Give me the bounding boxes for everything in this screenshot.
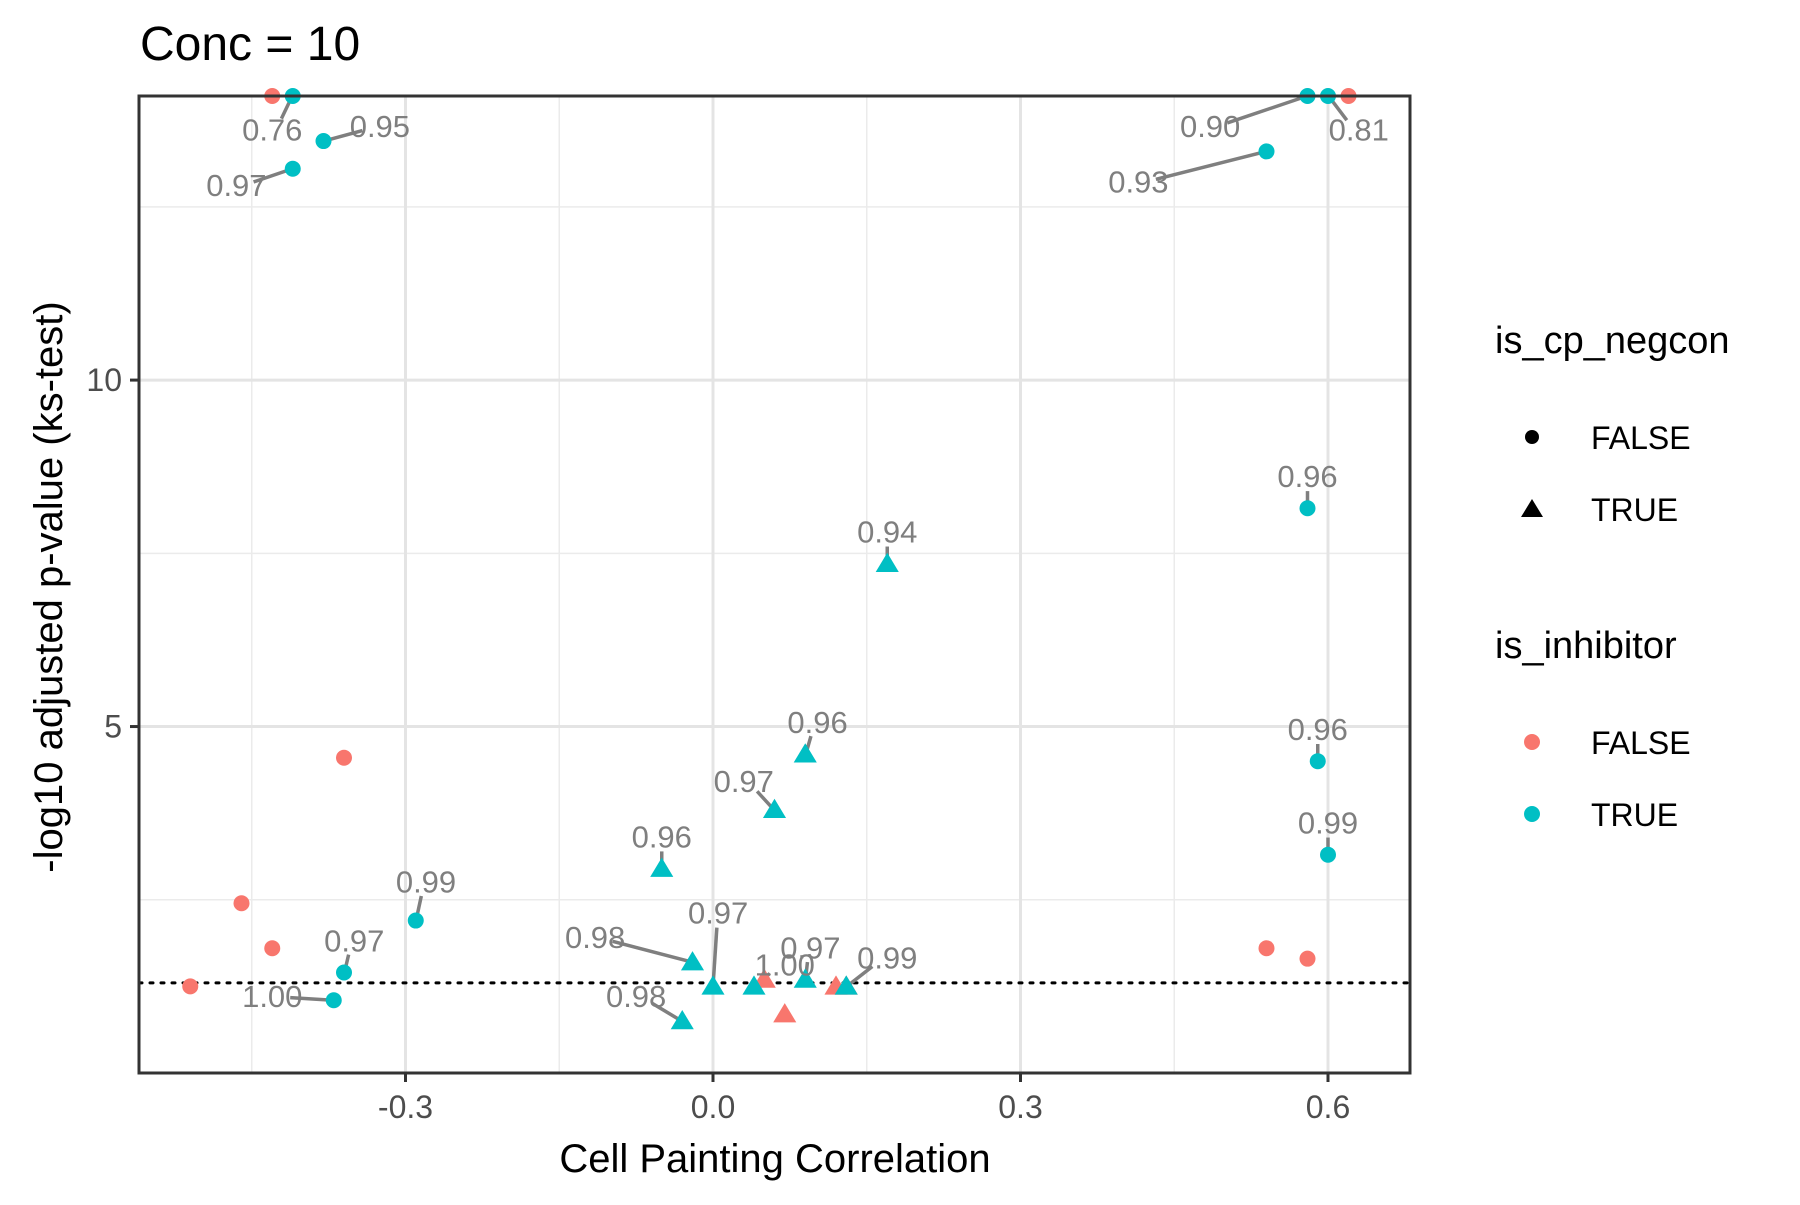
label-leader-line — [415, 895, 424, 917]
label-leader-line — [651, 1001, 679, 1021]
triangle-point — [793, 743, 817, 763]
point-label: 0.94 — [857, 515, 917, 550]
point-label: 0.76 — [242, 113, 302, 148]
circle-point — [1299, 500, 1316, 517]
label-leader-line — [755, 790, 773, 808]
circle-point — [1309, 753, 1326, 770]
point-label: 0.90 — [1180, 109, 1240, 144]
point-label: 0.96 — [1277, 459, 1337, 494]
triangle-point — [834, 975, 858, 995]
panel-background — [139, 96, 1410, 1073]
legend-key-circle — [1525, 430, 1539, 444]
point-label: 1.00 — [755, 948, 815, 983]
point-label: 0.97 — [714, 764, 774, 799]
point-label: 0.98 — [606, 979, 666, 1014]
circle-point — [336, 749, 352, 766]
point-labels: 0.76 0.95 0.97 0.90 0.81 0.93 0.96 0.94 0.96 0.96… — [206, 109, 1389, 1014]
circle-point — [325, 992, 342, 1009]
legend-entry-label: TRUE — [1591, 492, 1678, 528]
circle-point — [1299, 950, 1316, 967]
point-label: 0.95 — [350, 109, 410, 144]
point-label: 0.97 — [780, 930, 840, 965]
triangle-point — [742, 975, 766, 995]
triangle-point — [875, 552, 899, 572]
point-label: 0.93 — [1108, 165, 1168, 200]
y-tick-label: 10 — [86, 362, 122, 398]
point-label: 0.96 — [632, 819, 692, 854]
point-label: 0.96 — [1288, 712, 1348, 747]
triangle-point — [762, 798, 787, 818]
panel-border — [137, 94, 1412, 1075]
point-label: 0.96 — [787, 705, 847, 740]
circle-point — [1320, 846, 1336, 863]
point-label: 0.99 — [1298, 806, 1358, 841]
label-leader-line — [711, 927, 719, 982]
x-tick-label: -0.3 — [378, 1089, 433, 1125]
point-label: 0.99 — [857, 941, 917, 976]
circle-point — [284, 160, 301, 177]
x-axis-title: Cell Painting Correlation — [559, 1137, 990, 1181]
legend-key-color — [1524, 734, 1540, 750]
x-tick-label: 0.0 — [691, 1089, 735, 1125]
circle-point — [264, 940, 281, 957]
point-label: 0.97 — [206, 168, 266, 203]
label-leader-line — [805, 735, 813, 751]
triangle-point — [793, 968, 817, 988]
label-leader-line — [1226, 95, 1304, 125]
y-axis: 5 10 — [86, 362, 139, 745]
legend-entry-label: FALSE — [1591, 725, 1691, 761]
point-label: 0.97 — [324, 923, 384, 958]
x-tick-label: 0.6 — [1306, 1089, 1350, 1125]
grid-lines — [139, 96, 1410, 1073]
point-label: 0.81 — [1329, 113, 1389, 148]
triangle-point — [650, 857, 674, 877]
label-leader-line — [290, 995, 329, 1002]
label-leader-line — [1155, 150, 1263, 181]
legend-title: is_inhibitor — [1495, 625, 1677, 667]
x-axis: -0.3 0.0 0.3 0.6 — [378, 1073, 1350, 1125]
circle-point — [233, 895, 250, 912]
triangle-point — [680, 951, 705, 971]
label-leader-line — [327, 128, 363, 142]
triangle-point — [773, 1003, 797, 1023]
legend-entry-label: FALSE — [1591, 420, 1691, 456]
label-leader-line — [279, 99, 292, 120]
circle-point — [407, 912, 424, 929]
label-leader-line — [253, 168, 289, 184]
legend-entry-label: TRUE — [1591, 797, 1678, 833]
triangle-point — [670, 1010, 694, 1030]
legend-key-color — [1524, 806, 1540, 822]
chart-title: Conc = 10 — [140, 18, 360, 71]
legend-key-triangle — [1521, 499, 1543, 517]
circle-point — [1258, 143, 1275, 160]
point-label: 0.97 — [688, 896, 748, 931]
plot-panel — [139, 96, 1410, 1073]
x-tick-label: 0.3 — [998, 1089, 1042, 1125]
label-leader-line — [849, 965, 874, 985]
point-label: 0.99 — [396, 864, 456, 899]
circle-point — [1258, 940, 1275, 957]
label-leader-line — [612, 939, 689, 963]
plot-frame — [137, 94, 1412, 1075]
y-axis-title: -log10 adjusted p-value (ks-test) — [27, 301, 71, 872]
circle-point — [182, 978, 199, 995]
point-label: 0.98 — [565, 920, 625, 955]
legend: is_cp_negcon FALSE TRUE is_inhibitor FALSE TR… — [1495, 320, 1730, 833]
y-tick-label: 5 — [104, 709, 122, 745]
point-label: 1.00 — [242, 979, 302, 1014]
label-leader-line — [1329, 98, 1349, 122]
legend-title: is_cp_negcon — [1495, 320, 1730, 362]
triangle-point — [701, 975, 725, 995]
circle-point — [315, 133, 332, 150]
circle-point — [336, 964, 352, 981]
